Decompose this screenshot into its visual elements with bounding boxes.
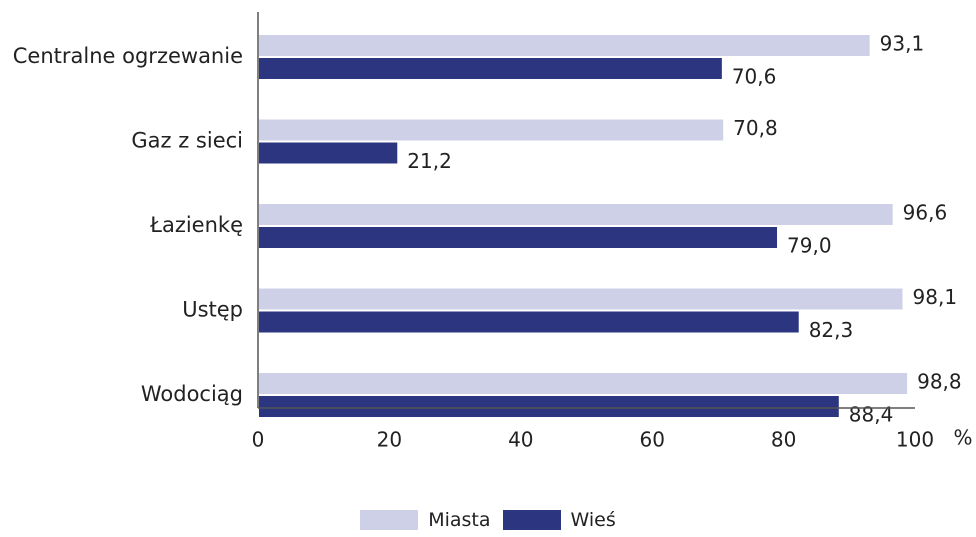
value-label-miasta-wodociąg: 98,8 bbox=[917, 370, 962, 394]
legend-swatch-miasta bbox=[360, 510, 419, 530]
legend-label-wies: Wieś bbox=[570, 509, 616, 531]
bar-wies-ustęp bbox=[259, 311, 799, 333]
category-label-wodociąg: Wodociąg bbox=[141, 382, 243, 406]
category-label-gaz-z-sieci: Gaz z sieci bbox=[131, 129, 243, 153]
legend-swatch-wies bbox=[502, 510, 561, 530]
x-tick-label-0: 0 bbox=[252, 428, 265, 452]
value-label-miasta-łazienkę: 96,6 bbox=[903, 201, 948, 225]
value-label-wies-ustęp: 82,3 bbox=[809, 318, 854, 342]
value-label-wies-gaz-z-sieci: 21,2 bbox=[407, 149, 452, 173]
legend-item-wies: Wieś bbox=[502, 509, 616, 531]
x-tick-label-20: 20 bbox=[377, 428, 402, 452]
category-label-ustęp: Ustęp bbox=[182, 298, 243, 322]
bar-miasta-wodociąg bbox=[259, 373, 908, 394]
bar-wies-centralne-ogrzewanie bbox=[259, 58, 722, 79]
value-label-miasta-ustęp: 98,1 bbox=[913, 285, 958, 309]
x-tick-label-40: 40 bbox=[508, 428, 533, 452]
bar-wies-wodociąg bbox=[259, 396, 839, 417]
x-tick-label-60: 60 bbox=[639, 428, 664, 452]
x-tick-label-80: 80 bbox=[771, 428, 796, 452]
value-label-wies-wodociąg: 88,4 bbox=[849, 403, 894, 427]
bar-miasta-ustęp bbox=[259, 288, 903, 310]
legend: Miasta Wieś bbox=[0, 508, 976, 532]
bar-miasta-łazienkę bbox=[259, 204, 893, 225]
bar-wies-łazienkę bbox=[259, 227, 778, 248]
value-label-miasta-centralne-ogrzewanie: 93,1 bbox=[880, 32, 925, 56]
legend-item-miasta: Miasta bbox=[360, 509, 491, 531]
category-label-centralne-ogrzewanie: Centralne ogrzewanie bbox=[13, 44, 243, 68]
bar-wies-gaz-z-sieci bbox=[259, 142, 398, 164]
x-tick-label-100: 100 bbox=[896, 428, 934, 452]
bar-miasta-centralne-ogrzewanie bbox=[259, 35, 870, 56]
category-label-łazienkę: Łazienkę bbox=[149, 213, 243, 237]
value-label-miasta-gaz-z-sieci: 70,8 bbox=[733, 116, 778, 140]
x-axis-unit-label: % bbox=[953, 426, 972, 450]
legend-label-miasta: Miasta bbox=[428, 509, 491, 531]
value-label-wies-centralne-ogrzewanie: 70,6 bbox=[732, 65, 777, 89]
bar-miasta-gaz-z-sieci bbox=[259, 119, 724, 141]
value-label-wies-łazienkę: 79,0 bbox=[787, 234, 832, 258]
